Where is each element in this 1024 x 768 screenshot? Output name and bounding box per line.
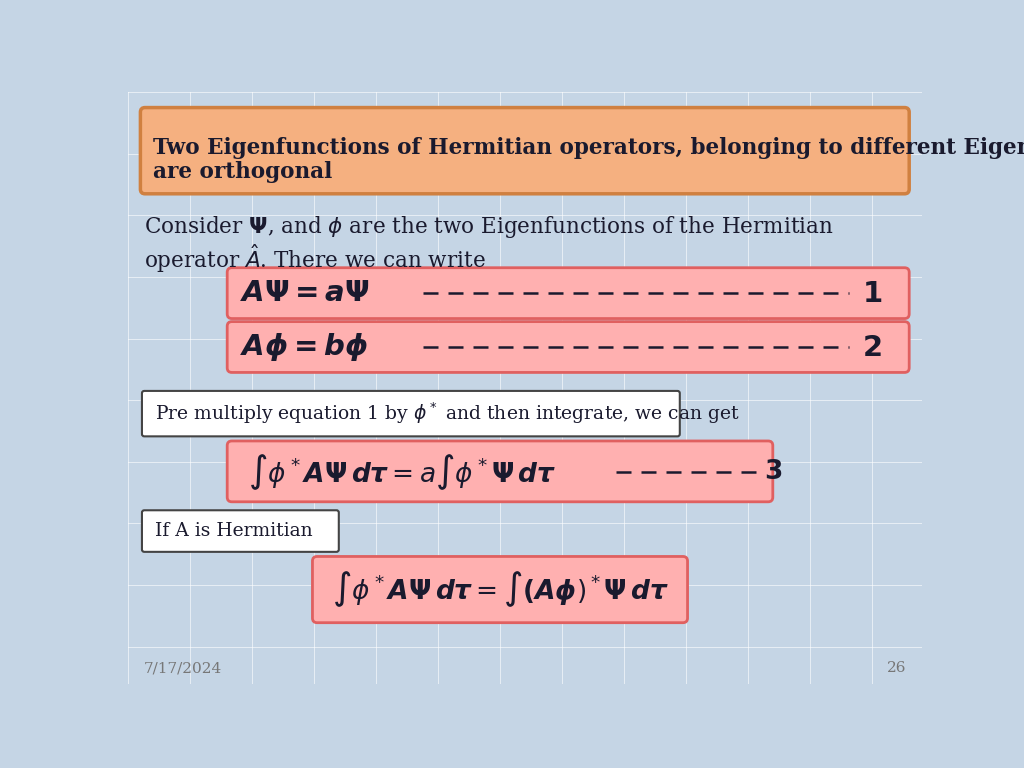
- Text: $\mathbf{2}$: $\mathbf{2}$: [862, 333, 882, 362]
- FancyBboxPatch shape: [227, 441, 773, 502]
- Text: $\mathbf{1}$: $\mathbf{1}$: [862, 279, 882, 308]
- FancyBboxPatch shape: [140, 108, 909, 194]
- FancyBboxPatch shape: [142, 391, 680, 436]
- Text: Pre multiply equation 1 by $\phi^*$ and then integrate, we can get: Pre multiply equation 1 by $\phi^*$ and …: [155, 400, 740, 426]
- Text: $\mathbf{3}$: $\mathbf{3}$: [764, 459, 781, 485]
- FancyBboxPatch shape: [227, 268, 909, 319]
- FancyBboxPatch shape: [312, 557, 687, 623]
- Text: If A is Hermitian: If A is Hermitian: [155, 522, 312, 540]
- Text: $\int \boldsymbol{\phi^* A\Psi\, d\tau} = \int \boldsymbol{(A\phi)^*\Psi\, d\tau: $\int \boldsymbol{\phi^* A\Psi\, d\tau} …: [332, 570, 669, 610]
- Text: operator $\hat{A}$. There we can write: operator $\hat{A}$. There we can write: [143, 243, 485, 275]
- Text: $\int \boldsymbol{\phi^* A\Psi\, d\tau} = a \int \boldsymbol{\phi^*\Psi\, d\tau}: $\int \boldsymbol{\phi^* A\Psi\, d\tau} …: [248, 452, 556, 492]
- Text: 26: 26: [887, 661, 906, 675]
- FancyBboxPatch shape: [142, 510, 339, 552]
- Text: $\boldsymbol{A\phi = b\phi}$: $\boldsymbol{A\phi = b\phi}$: [241, 331, 369, 363]
- Text: are orthogonal: are orthogonal: [153, 161, 332, 184]
- Text: 7/17/2024: 7/17/2024: [143, 661, 222, 675]
- Text: Consider $\mathbf{\Psi}$, and $\phi$ are the two Eigenfunctions of the Hermitian: Consider $\mathbf{\Psi}$, and $\phi$ are…: [143, 214, 834, 240]
- Text: $\boldsymbol{A\Psi = a\Psi}$: $\boldsymbol{A\Psi = a\Psi}$: [241, 279, 370, 307]
- FancyBboxPatch shape: [227, 322, 909, 372]
- Text: Two Eigenfunctions of Hermitian operators, belonging to different Eigenvalues,: Two Eigenfunctions of Hermitian operator…: [153, 137, 1024, 159]
